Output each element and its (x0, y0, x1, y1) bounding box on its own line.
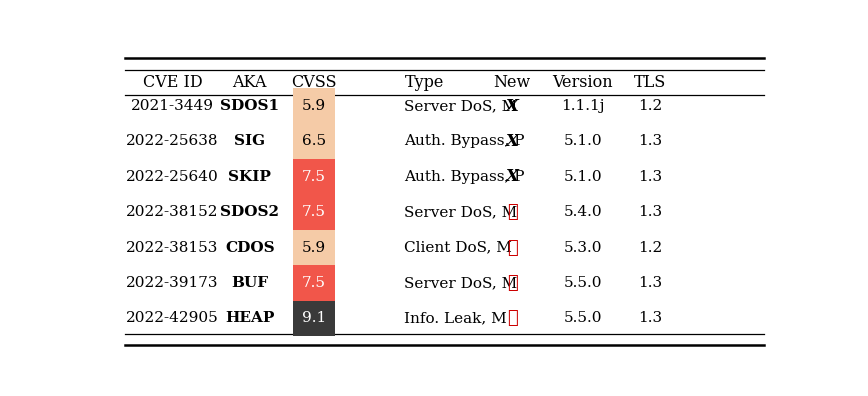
Text: Client DoS, M: Client DoS, M (404, 240, 512, 255)
Text: 7.5: 7.5 (302, 205, 326, 219)
Text: ✓: ✓ (507, 274, 517, 292)
Text: X: X (506, 168, 518, 185)
Text: TLS: TLS (634, 74, 666, 91)
Text: 7.5: 7.5 (302, 276, 326, 290)
Text: 2022-25638: 2022-25638 (126, 134, 219, 148)
Text: SDOS1: SDOS1 (220, 99, 279, 113)
Text: 2021-3449: 2021-3449 (131, 99, 214, 113)
Text: HEAP: HEAP (225, 311, 274, 325)
Text: AKA: AKA (233, 74, 267, 91)
Bar (293, 265, 334, 301)
Text: 5.9: 5.9 (301, 99, 326, 113)
Text: Server DoS, M: Server DoS, M (404, 99, 517, 113)
Text: BUF: BUF (231, 276, 268, 290)
Bar (293, 159, 334, 194)
Text: 5.4.0: 5.4.0 (563, 205, 602, 219)
Text: ✓: ✓ (507, 309, 517, 327)
Text: 2022-39173: 2022-39173 (126, 276, 219, 290)
Text: Server DoS, M: Server DoS, M (404, 276, 517, 290)
Text: Info. Leak, M: Info. Leak, M (404, 311, 507, 325)
Text: 1.2: 1.2 (638, 99, 662, 113)
Text: 1.2: 1.2 (638, 240, 662, 255)
Text: 5.1.0: 5.1.0 (563, 170, 602, 184)
Text: SDOS2: SDOS2 (220, 205, 279, 219)
Bar (293, 230, 334, 265)
Text: ✓: ✓ (507, 203, 517, 221)
Bar (293, 88, 334, 124)
Text: 9.1: 9.1 (301, 311, 326, 325)
Text: Auth. Bypass, P: Auth. Bypass, P (404, 134, 525, 148)
Bar (293, 194, 334, 230)
Text: Version: Version (552, 74, 613, 91)
Text: CVE ID: CVE ID (142, 74, 202, 91)
Text: 1.3: 1.3 (638, 311, 662, 325)
Text: 2022-25640: 2022-25640 (126, 170, 219, 184)
Text: SIG: SIG (234, 134, 266, 148)
Text: 7.5: 7.5 (302, 170, 326, 184)
Text: 5.9: 5.9 (301, 240, 326, 255)
Text: Type: Type (404, 74, 444, 91)
Text: Server DoS, M: Server DoS, M (404, 205, 517, 219)
Text: 1.3: 1.3 (638, 205, 662, 219)
Bar (293, 301, 334, 336)
Text: 5.5.0: 5.5.0 (563, 276, 602, 290)
Text: 1.3: 1.3 (638, 276, 662, 290)
Text: SKIP: SKIP (228, 170, 271, 184)
Text: ✓: ✓ (507, 238, 517, 257)
Text: 2022-42905: 2022-42905 (126, 311, 219, 325)
Text: 2022-38152: 2022-38152 (126, 205, 219, 219)
Text: CDOS: CDOS (225, 240, 274, 255)
Text: CVSS: CVSS (291, 74, 337, 91)
Text: New: New (494, 74, 530, 91)
Text: 1.3: 1.3 (638, 134, 662, 148)
Text: 2022-38153: 2022-38153 (126, 240, 219, 255)
Text: 1.1.1j: 1.1.1j (561, 99, 604, 113)
Text: 5.3.0: 5.3.0 (563, 240, 602, 255)
Text: 5.5.0: 5.5.0 (563, 311, 602, 325)
Text: 6.5: 6.5 (301, 134, 326, 148)
Bar (293, 124, 334, 159)
Text: X: X (506, 133, 518, 150)
Text: 1.3: 1.3 (638, 170, 662, 184)
Text: 5.1.0: 5.1.0 (563, 134, 602, 148)
Text: Auth. Bypass, P: Auth. Bypass, P (404, 170, 525, 184)
Text: X: X (506, 97, 518, 114)
